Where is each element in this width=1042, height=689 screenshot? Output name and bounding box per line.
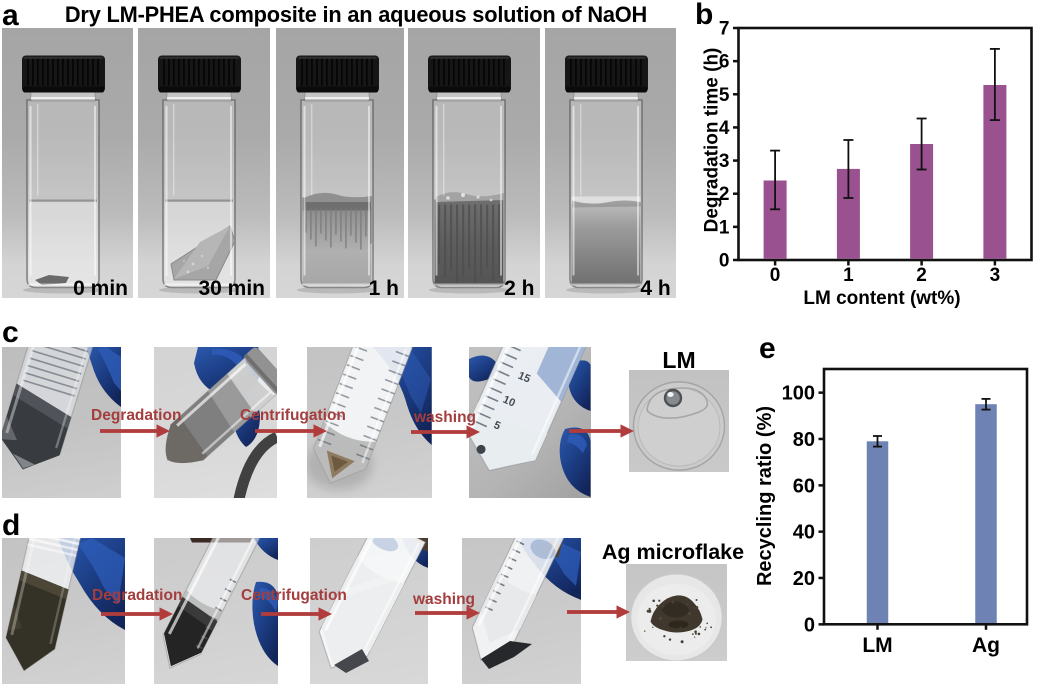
svg-text:10: 10 — [501, 393, 517, 409]
svg-text:Ag: Ag — [972, 634, 1000, 657]
svg-text:0: 0 — [719, 251, 730, 272]
svg-text:2: 2 — [916, 265, 927, 286]
svg-text:1: 1 — [843, 265, 854, 286]
svg-text:100: 100 — [782, 383, 815, 405]
svg-text:Recycling ratio (%): Recycling ratio (%) — [754, 406, 776, 586]
svg-text:5: 5 — [719, 85, 730, 106]
svg-text:LM: LM — [862, 634, 892, 657]
svg-text:LM content (wt%): LM content (wt%) — [803, 288, 960, 309]
svg-text:5: 5 — [492, 419, 502, 432]
svg-text:7: 7 — [719, 18, 730, 39]
svg-text:4: 4 — [719, 118, 730, 139]
svg-text:15: 15 — [516, 369, 532, 385]
svg-text:2: 2 — [719, 184, 730, 205]
svg-text:60: 60 — [793, 475, 815, 497]
svg-text:3: 3 — [719, 151, 730, 172]
svg-text:20: 20 — [793, 568, 815, 590]
svg-text:0: 0 — [770, 265, 781, 286]
svg-text:1: 1 — [719, 217, 730, 238]
svg-text:3: 3 — [990, 265, 1001, 286]
svg-text:80: 80 — [793, 429, 815, 451]
svg-text:0: 0 — [804, 614, 815, 636]
svg-text:Degradation time (h): Degradation time (h) — [702, 48, 723, 233]
svg-text:6: 6 — [719, 52, 730, 73]
svg-text:40: 40 — [793, 522, 815, 544]
